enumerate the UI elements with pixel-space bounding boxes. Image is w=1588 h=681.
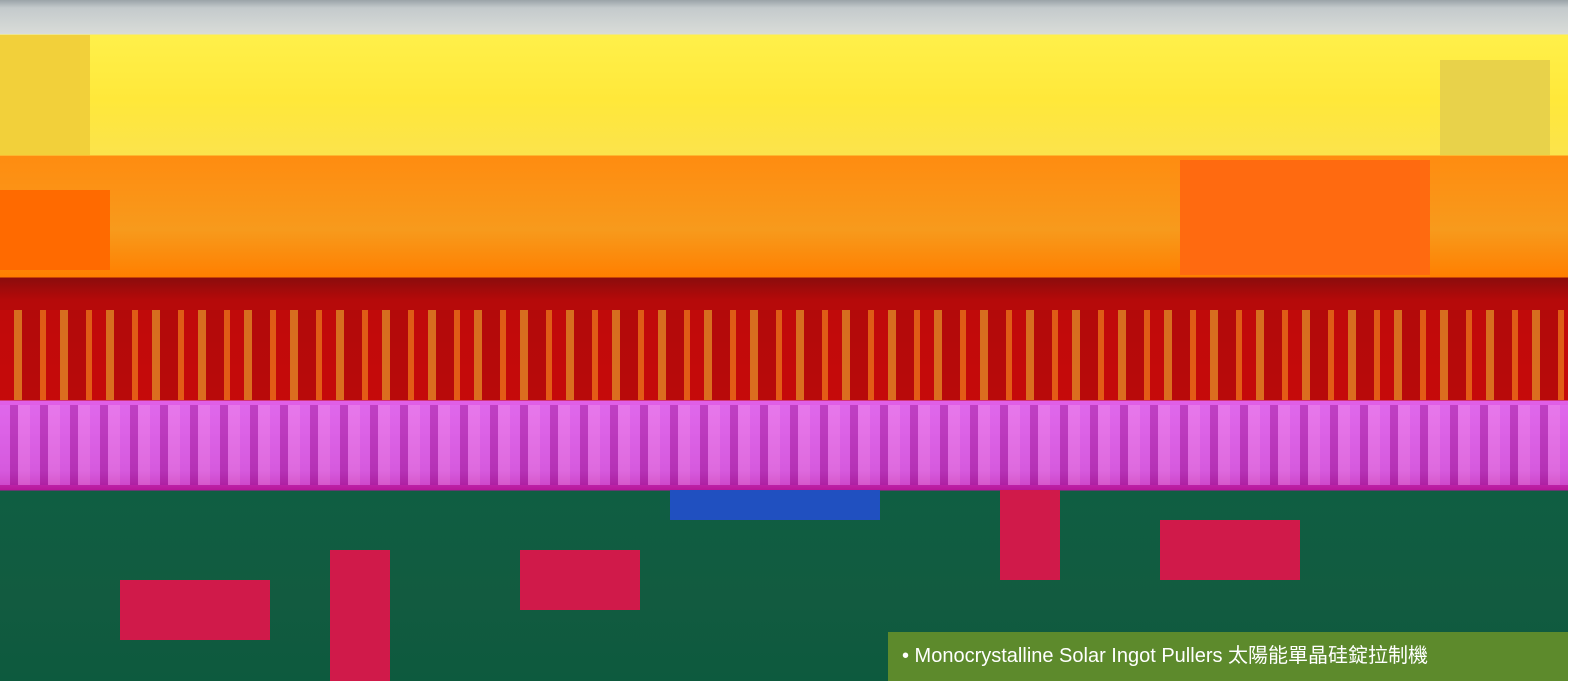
photo-detail [0, 190, 110, 270]
photo-detail [330, 550, 390, 681]
photo-detail [1000, 490, 1060, 580]
photo-detail [1160, 520, 1300, 580]
photo-detail [120, 580, 270, 640]
photo-detail [0, 35, 90, 155]
photo-detail [1440, 60, 1550, 155]
photo-detail [0, 405, 1568, 485]
photo-detail [0, 310, 1568, 400]
photo-detail [520, 550, 640, 610]
photo-detail [1180, 160, 1430, 275]
caption: • Monocrystalline Solar Ingot Pullers 太陽… [888, 632, 1568, 681]
photo-detail [670, 490, 880, 520]
